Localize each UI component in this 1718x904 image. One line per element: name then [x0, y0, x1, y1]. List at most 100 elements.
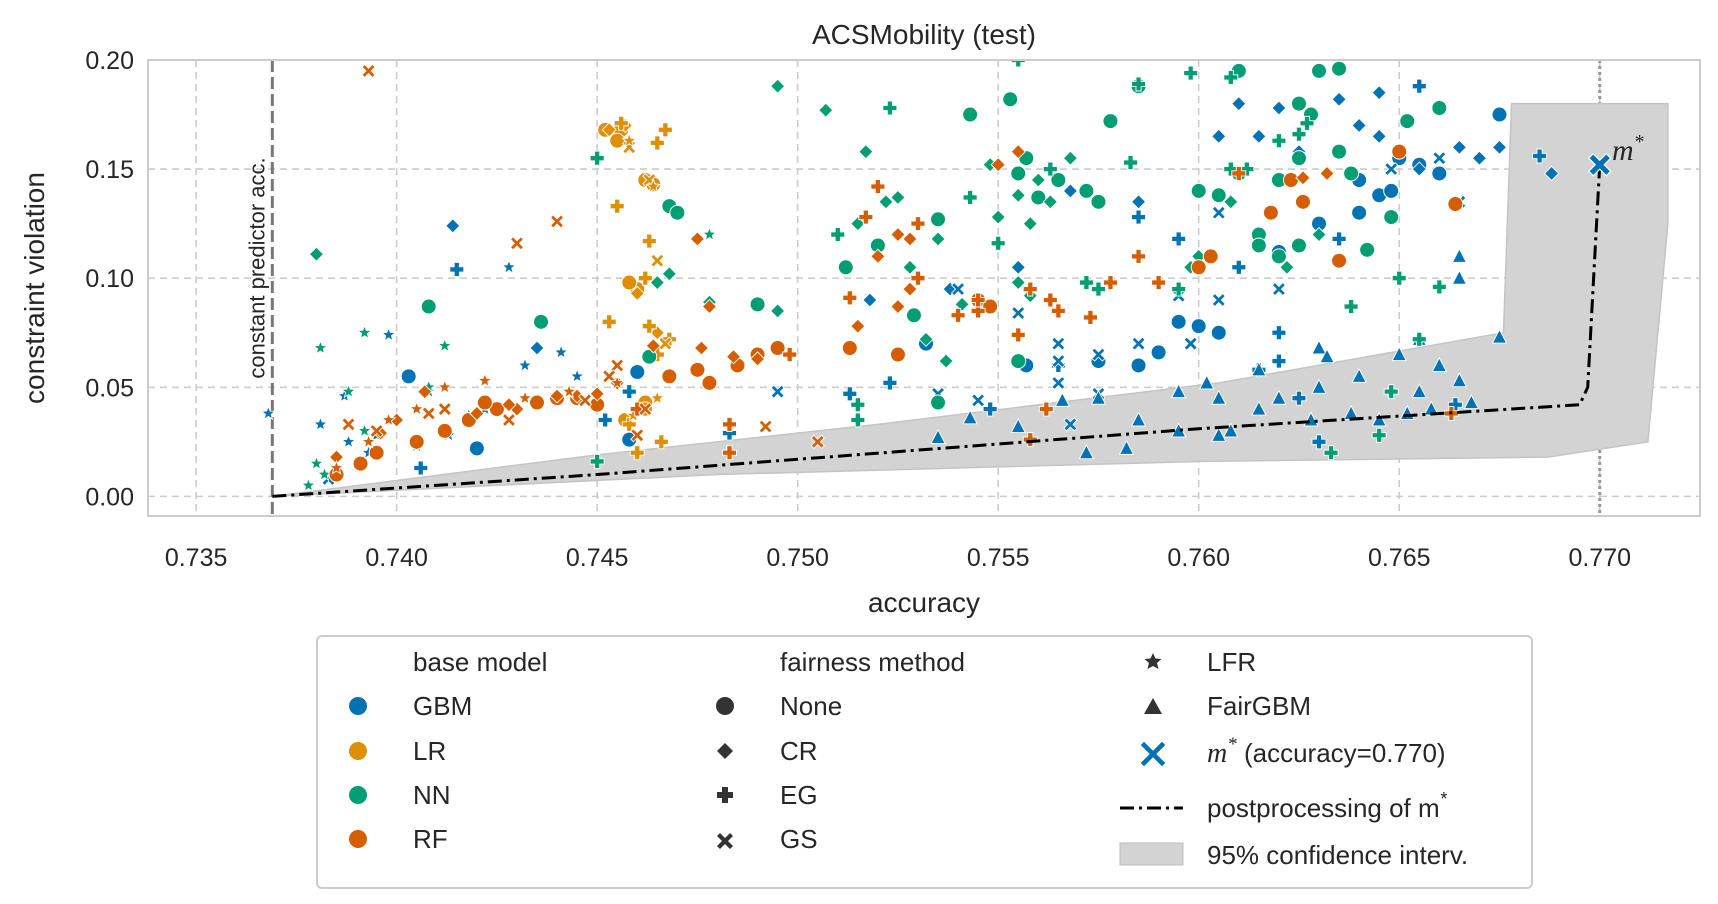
nn-eg-point: [1171, 281, 1187, 297]
gbm-cr-point: [1543, 165, 1560, 182]
legend-gbm-marker: [349, 697, 367, 715]
rf-eg-point: [1050, 303, 1066, 319]
gbm-gs-point: [950, 281, 966, 297]
rf-eg-point: [970, 292, 986, 308]
gbm-cr-point: [862, 292, 878, 308]
rf-eg-point: [910, 270, 926, 286]
gbm-gs-point: [1384, 161, 1399, 177]
gbm-fairgbm-point: [1010, 418, 1026, 433]
rf-none-point: [529, 394, 546, 411]
rf-cr-point: [749, 351, 766, 367]
lr-eg-point: [609, 198, 625, 214]
rf-gs-point: [341, 417, 356, 432]
legend-eg-marker: [717, 787, 733, 803]
rf-eg-point: [842, 290, 858, 306]
nn-none-point: [1399, 113, 1416, 130]
gbm-gs-point: [1211, 292, 1226, 308]
rf-cr-point: [990, 157, 1006, 173]
rf-none-point: [982, 298, 999, 315]
rf-cr-point: [549, 388, 565, 404]
gbm-cr-point: [1010, 259, 1026, 275]
gbm-fairgbm-point: [1271, 389, 1287, 405]
rf-cr-point: [1010, 143, 1026, 160]
nn-none-point: [837, 259, 854, 276]
nn-none-point: [420, 298, 437, 315]
nn-eg-point: [1411, 331, 1427, 347]
gbm-cr-point: [529, 340, 545, 356]
x-tick-label: 0.745: [566, 544, 629, 572]
nn-eg-point: [830, 227, 846, 242]
gbm-eg-point: [1171, 231, 1187, 247]
x-tick-label: 0.740: [365, 544, 428, 572]
rf-eg-point: [1151, 275, 1167, 290]
nn-none-point: [1311, 62, 1328, 79]
legend: base model GBM LR NN RF fairness method …: [316, 635, 1533, 889]
rf-cr-point: [701, 298, 718, 315]
legend-cr-label: CR: [780, 736, 818, 766]
gbm-eg-point: [1291, 390, 1307, 406]
nn-none-point: [1331, 60, 1348, 77]
gbm-eg-point: [449, 262, 465, 277]
rf-cr-point: [645, 338, 661, 354]
gbm-eg-point: [1532, 148, 1548, 164]
rf-none-point: [1391, 143, 1408, 160]
legend-band-label: 95% confidence interv.: [1207, 840, 1468, 870]
x-tick-label: 0.750: [766, 544, 829, 572]
lr-eg-point: [637, 270, 653, 286]
gbm-none-point: [1190, 318, 1207, 335]
gbm-fairgbm-point: [1078, 444, 1095, 460]
nn-cr-point: [878, 194, 894, 210]
gbm-none-point: [629, 364, 646, 380]
nn-eg-point: [1299, 115, 1315, 131]
rf-none-point: [352, 455, 369, 472]
gbm-eg-point: [1411, 78, 1427, 94]
nn-lfr-point: [356, 422, 373, 438]
rf-eg-point: [1010, 327, 1026, 343]
rf-none-point: [476, 394, 493, 411]
legend-gs-label: GS: [780, 824, 818, 854]
nn-none-point: [930, 211, 947, 228]
rf-gs-point: [630, 428, 645, 443]
gbm-fairgbm-point: [962, 409, 978, 425]
gbm-eg-point: [1231, 259, 1247, 275]
nn-none-point: [1002, 91, 1019, 108]
nn-cr-point: [1311, 226, 1327, 243]
rf-eg-point: [950, 307, 966, 323]
gbm-lfr-point: [260, 405, 277, 421]
gbm-fairgbm-point: [1211, 426, 1227, 442]
nn-none-point: [1090, 193, 1107, 210]
nn-cr-point: [1010, 274, 1026, 291]
rf-cr-point: [870, 248, 886, 265]
gbm-none-point: [1170, 313, 1187, 330]
rf-none-point: [889, 346, 906, 363]
gbm-cr-point: [1471, 150, 1488, 166]
rf-none-point: [368, 444, 385, 461]
rf-cr-point: [501, 397, 517, 413]
nn-eg-point: [1123, 155, 1138, 170]
legend-cr-marker: [717, 743, 733, 759]
gbm-eg-point: [1311, 434, 1327, 450]
nn-eg-point: [962, 190, 978, 205]
legend-lr-marker: [349, 742, 367, 760]
gbm-gs-point: [1063, 417, 1078, 432]
nn-eg-point: [1391, 270, 1407, 286]
rf-gs-point: [421, 406, 436, 421]
nn-cr-point: [661, 266, 677, 282]
rf-gs-point: [638, 401, 653, 417]
gbm-fairgbm-point: [1411, 383, 1428, 399]
nn-none-point: [1010, 353, 1027, 370]
rf-none-point: [1294, 193, 1311, 210]
legend-fairgbm-label: FairGBM: [1207, 691, 1311, 721]
nn-eg-point: [1271, 133, 1287, 149]
gbm-fairgbm-point: [1170, 383, 1187, 399]
legend-eg-label: EG: [780, 780, 818, 810]
x-tick-label: 0.755: [967, 544, 1030, 572]
nn-eg-point: [1078, 275, 1094, 290]
nn-lfr-point: [701, 226, 718, 242]
rf-eg-point: [782, 347, 798, 362]
rf-eg-point: [910, 216, 926, 232]
nn-cr-point: [990, 209, 1006, 225]
rf-cr-point: [725, 349, 742, 365]
lr-none-point: [609, 132, 626, 149]
